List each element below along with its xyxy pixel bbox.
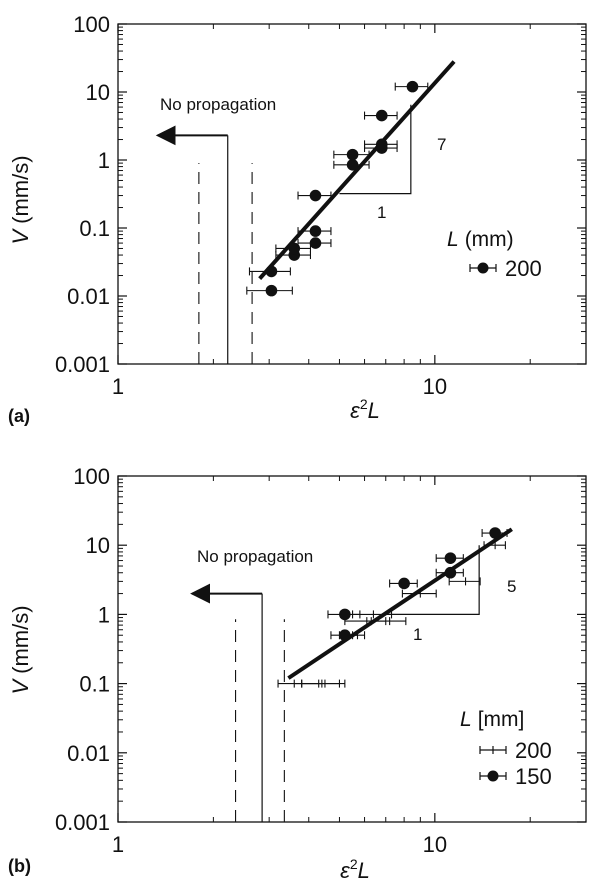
plot-frame bbox=[117, 475, 587, 823]
data-point bbox=[398, 577, 410, 590]
slope-triangle bbox=[339, 104, 412, 195]
slope-triangle bbox=[383, 545, 480, 616]
y-tick-label: 100 bbox=[73, 12, 110, 37]
y-tick-label: 10 bbox=[86, 80, 110, 105]
y-axis-var: V bbox=[8, 228, 33, 245]
legend-title-unit: (mm) bbox=[465, 228, 514, 251]
y-tick-label: 0.001 bbox=[55, 352, 110, 377]
legend: L [mm] 200 150 bbox=[460, 708, 552, 789]
y-axis-unit: (mm/s) bbox=[8, 155, 33, 223]
data-point bbox=[309, 225, 322, 237]
x-tick-label: 1 bbox=[112, 832, 124, 857]
fit-line bbox=[258, 60, 456, 280]
data-point bbox=[375, 138, 388, 151]
panel-label: (b) bbox=[8, 856, 31, 876]
data-point bbox=[489, 527, 501, 539]
x-axis-sup: 2 bbox=[350, 856, 358, 872]
panel-b: 0.001 0.01 0.1 1 10 100 1 10 (b) No propagation… bbox=[8, 464, 587, 883]
slope-run-label: 1 bbox=[413, 625, 422, 644]
x-axis-sup: 2 bbox=[360, 396, 368, 412]
y-tick-label: 100 bbox=[73, 464, 110, 489]
x-axis-symbol: ε bbox=[340, 858, 350, 883]
data-point bbox=[444, 566, 457, 579]
x-axis-title: ε2L bbox=[350, 396, 380, 423]
no-propagation-label: No propagation bbox=[197, 547, 313, 566]
y-axis-var: V bbox=[8, 678, 33, 695]
overlays bbox=[155, 60, 456, 364]
y-tick-label: 0.01 bbox=[67, 741, 110, 766]
x-tick-label: 1 bbox=[112, 374, 124, 399]
data-point bbox=[375, 109, 388, 122]
legend-marker bbox=[487, 770, 499, 782]
y-tick-label: 0.01 bbox=[67, 284, 110, 309]
y-tick-label: 0.1 bbox=[79, 216, 110, 241]
y-axis-title: V (mm/s) bbox=[8, 155, 33, 244]
y-tick-label: 1 bbox=[98, 148, 110, 173]
data-point bbox=[346, 158, 359, 171]
y-tick-label: 10 bbox=[86, 533, 110, 558]
x-tick-label: 10 bbox=[423, 374, 447, 399]
legend-title-var: L bbox=[460, 708, 472, 731]
legend-title-unit: [mm] bbox=[478, 708, 525, 731]
legend-entry-label: 150 bbox=[515, 764, 552, 789]
panel-label: (a) bbox=[8, 406, 30, 426]
x-axis-var: L bbox=[358, 858, 370, 883]
fit-line bbox=[287, 527, 513, 680]
legend-marker bbox=[477, 262, 489, 274]
x-axis-var: L bbox=[368, 398, 380, 423]
x-tick-label: 10 bbox=[423, 832, 447, 857]
slope-rise-label: 7 bbox=[437, 135, 446, 154]
axis-ticks: 0.001 0.01 0.1 1 10 100 1 10 bbox=[55, 464, 586, 857]
slope-rise-label: 5 bbox=[507, 577, 516, 596]
legend-title: L (mm) bbox=[447, 228, 514, 251]
x-axis-symbol: ε bbox=[350, 398, 360, 423]
x-axis-title: ε2L bbox=[340, 856, 370, 883]
data-point bbox=[265, 265, 278, 278]
plot-frame bbox=[117, 23, 587, 365]
data-point bbox=[309, 237, 322, 249]
data-point bbox=[444, 552, 457, 564]
no-propagation-label: No propagation bbox=[160, 95, 276, 114]
overlays bbox=[190, 527, 513, 822]
legend-entry-label: 200 bbox=[505, 256, 542, 281]
data-marks bbox=[277, 527, 508, 688]
data-point bbox=[288, 242, 301, 255]
data-marks bbox=[246, 80, 429, 297]
panel-a: 0.001 0.01 0.1 1 10 100 1 10 (a) No propagation… bbox=[8, 12, 587, 426]
y-tick-label: 0.001 bbox=[55, 810, 110, 835]
axis-ticks: 0.001 0.01 0.1 1 10 100 1 10 bbox=[55, 12, 586, 399]
data-point bbox=[339, 629, 351, 642]
y-axis-unit: (mm/s) bbox=[8, 605, 33, 673]
slope-run-label: 1 bbox=[377, 203, 386, 222]
legend-title-var: L bbox=[447, 228, 459, 251]
y-tick-label: 0.1 bbox=[79, 672, 110, 697]
data-point bbox=[346, 148, 359, 161]
y-tick-label: 1 bbox=[98, 602, 110, 627]
legend-entry-label: 200 bbox=[515, 738, 552, 763]
y-axis-title: V (mm/s) bbox=[8, 605, 33, 694]
data-point bbox=[406, 80, 419, 93]
data-point bbox=[309, 189, 322, 202]
data-point bbox=[339, 608, 351, 621]
legend: L (mm) 200 bbox=[447, 228, 542, 281]
data-point bbox=[265, 284, 278, 297]
legend-title: L [mm] bbox=[460, 708, 524, 731]
